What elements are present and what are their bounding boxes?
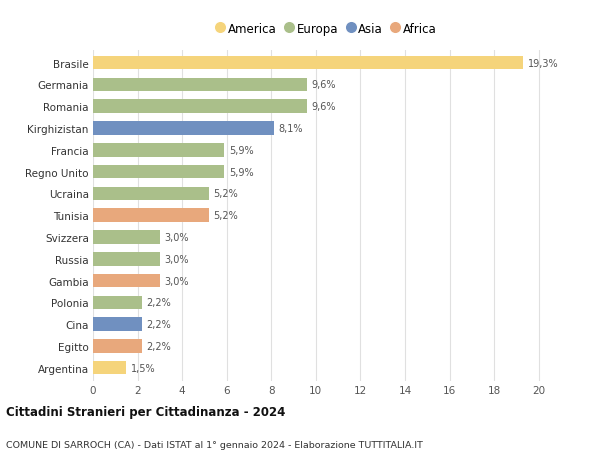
Bar bbox=[93, 274, 160, 288]
Bar bbox=[93, 100, 307, 114]
Bar bbox=[93, 187, 209, 201]
Text: 3,0%: 3,0% bbox=[164, 254, 189, 264]
Text: 9,6%: 9,6% bbox=[311, 102, 336, 112]
Text: COMUNE DI SARROCH (CA) - Dati ISTAT al 1° gennaio 2024 - Elaborazione TUTTITALIA: COMUNE DI SARROCH (CA) - Dati ISTAT al 1… bbox=[6, 441, 423, 449]
Bar bbox=[93, 318, 142, 331]
Bar bbox=[93, 209, 209, 223]
Text: 1,5%: 1,5% bbox=[131, 363, 155, 373]
Text: 5,2%: 5,2% bbox=[214, 189, 238, 199]
Bar bbox=[93, 144, 224, 157]
Bar bbox=[93, 361, 127, 375]
Bar bbox=[93, 296, 142, 309]
Text: 2,2%: 2,2% bbox=[146, 341, 171, 351]
Text: 19,3%: 19,3% bbox=[527, 59, 558, 68]
Text: 5,2%: 5,2% bbox=[214, 211, 238, 221]
Text: 2,2%: 2,2% bbox=[146, 298, 171, 308]
Bar bbox=[93, 166, 224, 179]
Text: 3,0%: 3,0% bbox=[164, 232, 189, 242]
Legend: America, Europa, Asia, Africa: America, Europa, Asia, Africa bbox=[215, 20, 439, 38]
Text: 9,6%: 9,6% bbox=[311, 80, 336, 90]
Bar bbox=[93, 231, 160, 244]
Bar bbox=[93, 57, 523, 70]
Text: 5,9%: 5,9% bbox=[229, 146, 254, 156]
Text: 2,2%: 2,2% bbox=[146, 319, 171, 330]
Bar bbox=[93, 122, 274, 135]
Bar bbox=[93, 78, 307, 92]
Bar bbox=[93, 252, 160, 266]
Text: Cittadini Stranieri per Cittadinanza - 2024: Cittadini Stranieri per Cittadinanza - 2… bbox=[6, 405, 286, 419]
Text: 3,0%: 3,0% bbox=[164, 276, 189, 286]
Text: 8,1%: 8,1% bbox=[278, 124, 302, 134]
Text: 5,9%: 5,9% bbox=[229, 167, 254, 177]
Bar bbox=[93, 340, 142, 353]
